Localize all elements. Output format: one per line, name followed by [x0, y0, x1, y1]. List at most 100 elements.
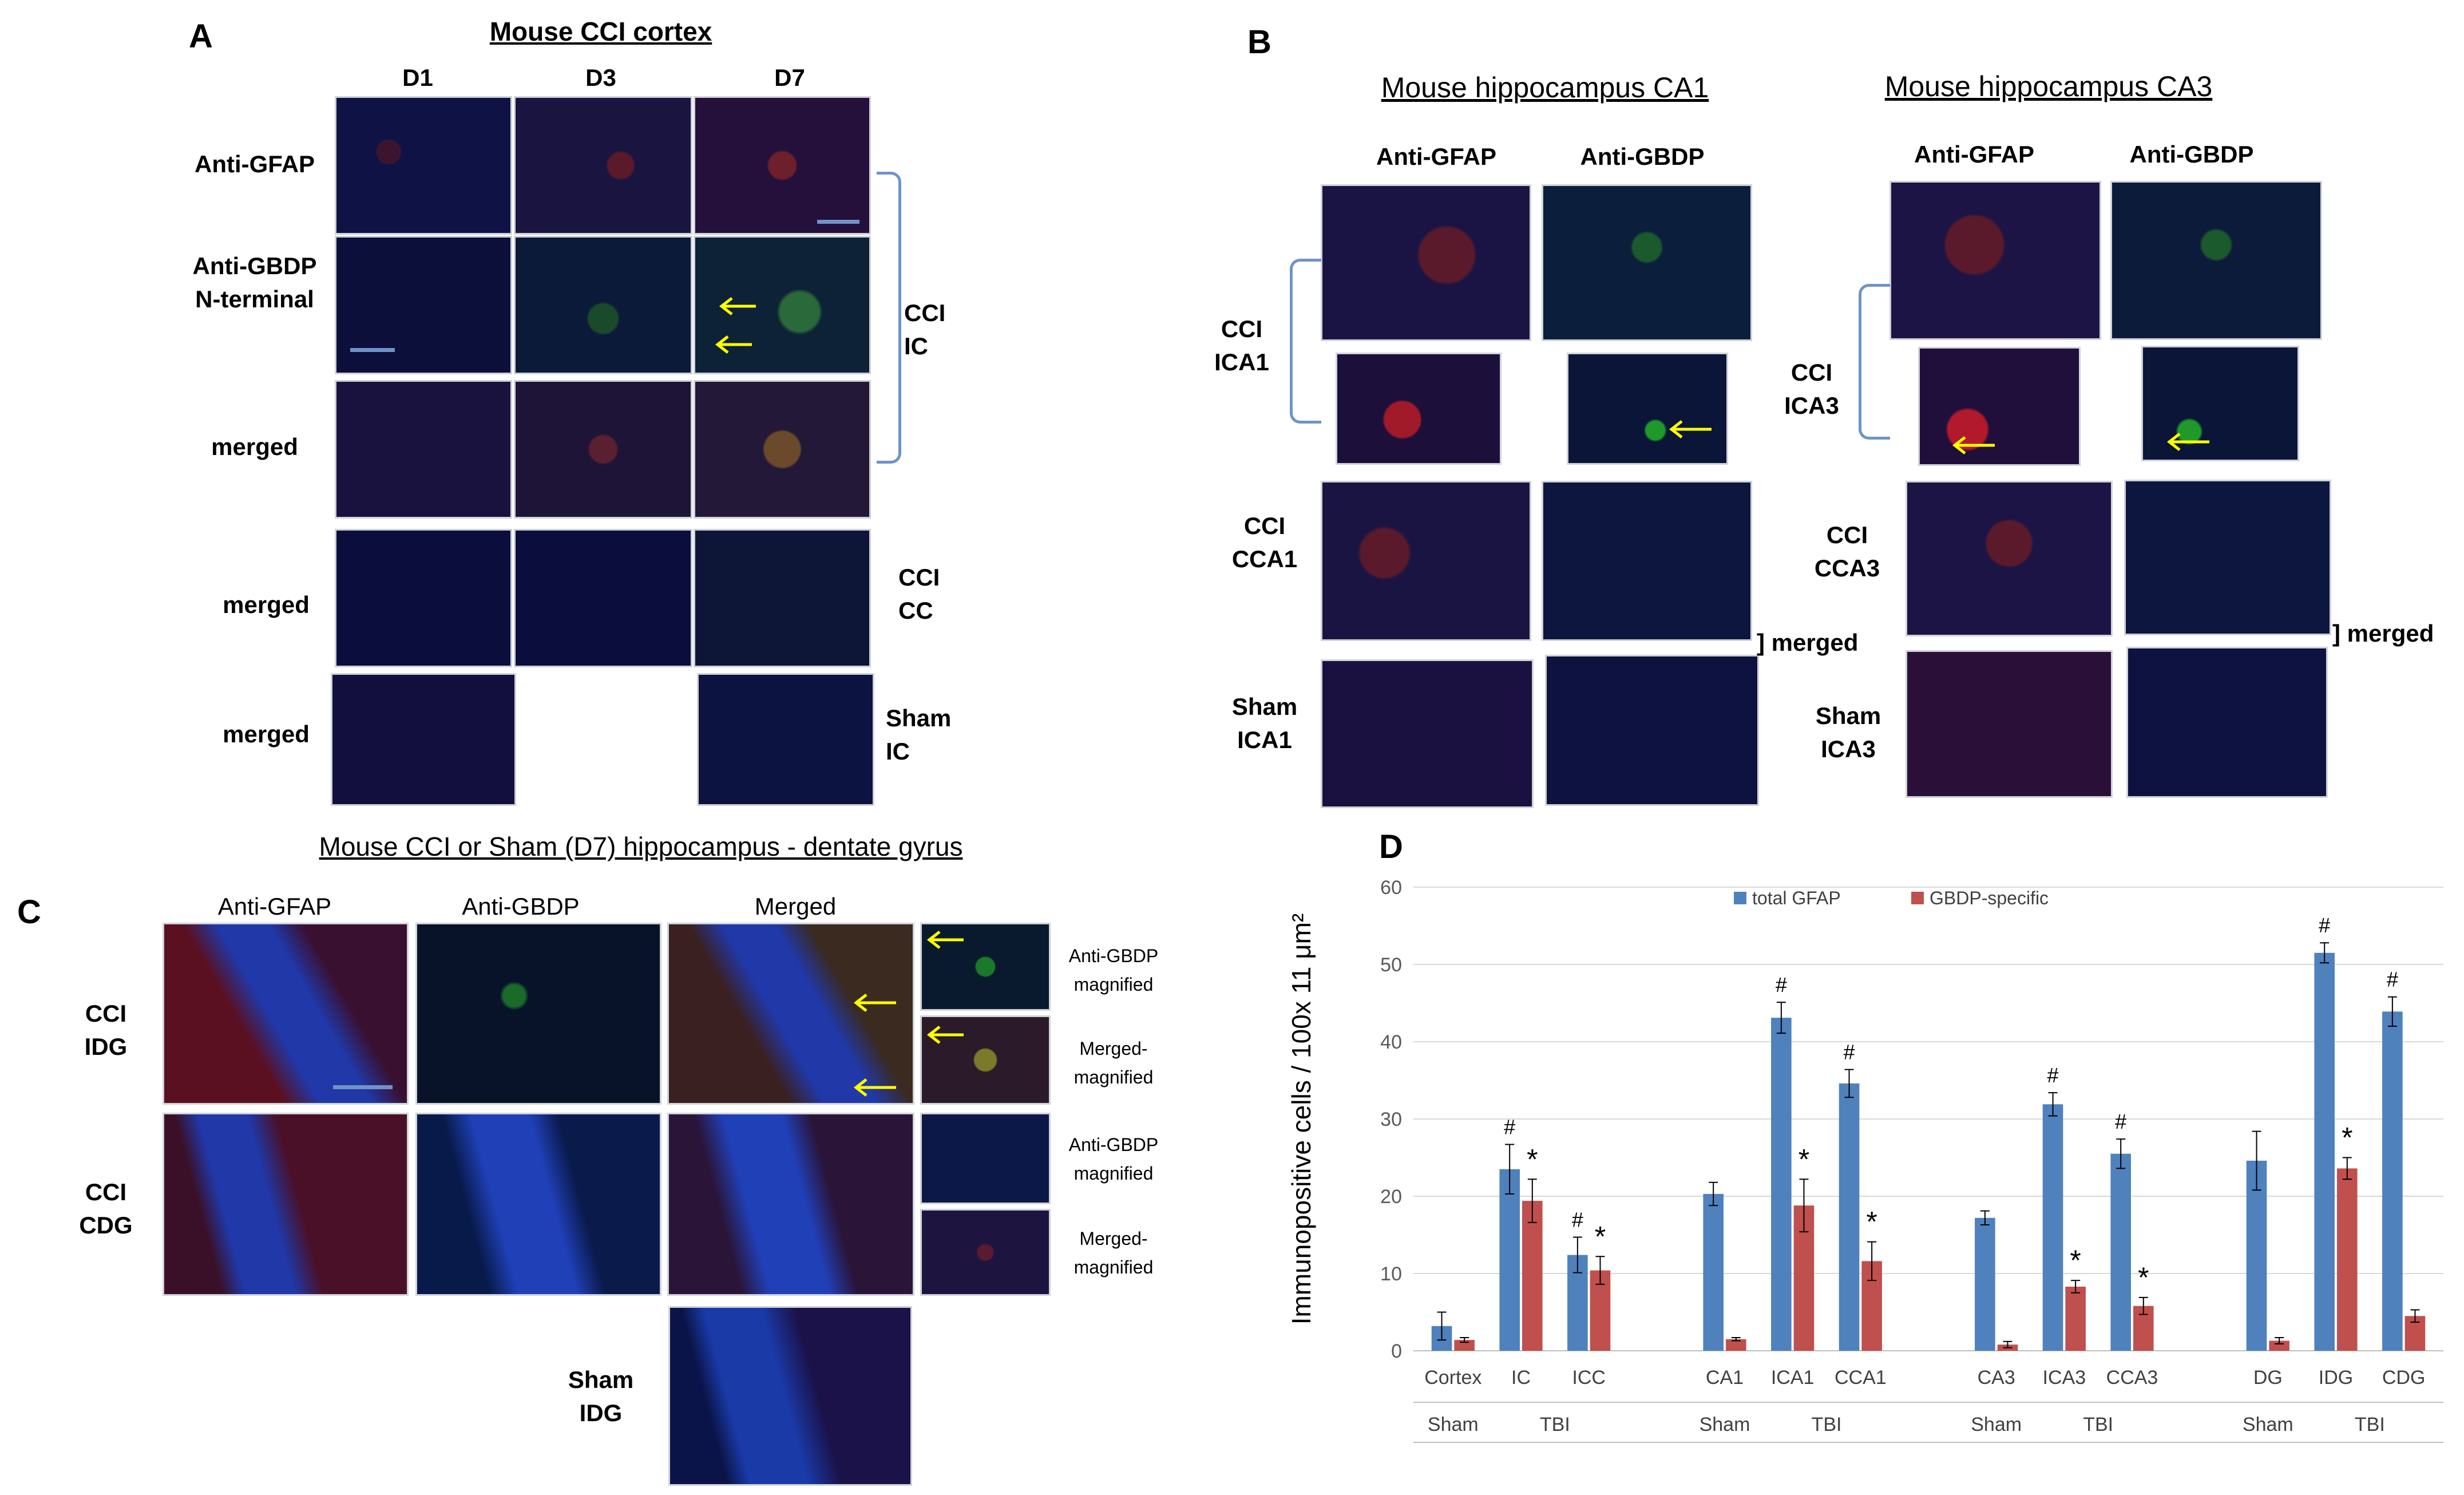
panel-b-col-gfap-ca3: Anti-GFAP	[1914, 141, 2034, 168]
significance-mark: #	[1504, 1116, 1515, 1139]
bar	[2337, 1168, 2358, 1351]
panel-c-scalebar	[333, 1085, 393, 1089]
panel-b-merged-ca1: ] merged	[1757, 629, 1859, 656]
significance-mark: *	[1799, 1143, 1809, 1175]
panel-a-bracket-ic	[877, 172, 901, 464]
panel-b-title-ca3: Mouse hippocampus CA3	[1884, 70, 2213, 102]
y-tick-label: 20	[1380, 1186, 1402, 1208]
panel-b-col-gbdp-ca3: Anti-GBDP	[2129, 141, 2254, 168]
panel-b-bracket-ica1	[1290, 259, 1321, 424]
significance-mark: #	[2115, 1110, 2126, 1133]
panel-c-img-idg-merged-mag	[920, 1015, 1051, 1105]
x-tick-label: IDG	[2319, 1367, 2353, 1389]
significance-mark: *	[1866, 1206, 1877, 1238]
panel-c-col-merged: Merged	[754, 893, 837, 920]
panel-a-img-gfap-d3	[514, 96, 692, 235]
panel-c-img-cdg-merged	[667, 1113, 914, 1296]
panel-c-img-cdg-gbdp-mag	[920, 1113, 1051, 1204]
legend-swatch	[1734, 892, 1746, 904]
panel-c-col-gfap: Anti-GFAP	[217, 893, 332, 920]
bar	[2110, 1153, 2131, 1351]
significance-mark: #	[1776, 973, 1787, 996]
panel-a-img-merged-d7	[694, 380, 871, 519]
panel-c-side-merged-mag-1: Merged- magnified	[1073, 1038, 1154, 1087]
significance-mark: #	[2319, 913, 2330, 937]
panel-a-img-gfap-d7	[694, 96, 871, 235]
panel-b-img-ica1-gfap	[1321, 184, 1531, 341]
y-tick-label: 30	[1380, 1109, 1402, 1130]
panel-c-arrow-mag-1	[926, 931, 964, 949]
panel-b-col-gfap-ca1: Anti-GFAP	[1376, 143, 1496, 170]
x-group-label: TBI	[2083, 1414, 2113, 1435]
x-group-label: Sham	[1971, 1414, 2022, 1435]
significance-mark: *	[1527, 1143, 1538, 1175]
panel-c-letter: C	[17, 893, 41, 931]
panel-d-letter: D	[1379, 828, 1403, 865]
panel-c-col-gbdp: Anti-GBDP	[462, 893, 580, 920]
significance-mark: #	[2047, 1063, 2059, 1087]
bar	[2382, 1011, 2403, 1351]
bar	[2246, 1160, 2267, 1351]
panel-c-row-sham-idg: Sham IDG	[568, 1366, 634, 1426]
panel-b-row-sham-ica1: Sham ICA1	[1231, 693, 1298, 753]
panel-c-row-cci-idg: CCI IDG	[84, 1000, 128, 1060]
panel-b-row-cci-cca1: CCI CCA1	[1231, 512, 1298, 572]
panel-a-img-sham-d1	[331, 673, 516, 806]
panel-b-img-cca3-gbdp	[2124, 480, 2331, 635]
panel-b-img-ica1-gbdp-mag	[1567, 353, 1728, 465]
panel-c-img-idg-gbdp-mag	[920, 923, 1051, 1011]
panel-a-row-merged-2: merged	[223, 591, 310, 618]
panel-a-img-gfap-d1	[335, 96, 512, 235]
x-group-label: TBI	[1812, 1414, 1842, 1435]
panel-b-img-cca1-gfap	[1321, 481, 1531, 641]
legend-label: GBDP-specific	[1930, 888, 2049, 908]
panel-a-group-cci-ic: CCI IC	[904, 299, 946, 359]
panel-b-row-cci-ica1: CCI ICA1	[1214, 315, 1269, 375]
y-tick-label: 0	[1391, 1340, 1402, 1362]
panel-b-img-ica3-gfap	[1889, 181, 2101, 340]
x-group-label: Sham	[1700, 1414, 1750, 1435]
x-tick-label: ICA3	[2043, 1367, 2086, 1389]
bar	[1454, 1340, 1475, 1351]
panel-b-img-ica1-gbdp	[1542, 184, 1752, 341]
legend-swatch	[1911, 892, 1924, 904]
significance-mark: *	[2070, 1244, 2081, 1276]
bar	[1703, 1193, 1724, 1351]
panel-c-img-idg-merged	[667, 923, 914, 1105]
panel-a-group-sham-ic: Sham IC	[886, 705, 952, 765]
panel-b-bracket-ica3	[1859, 284, 1890, 440]
significance-mark: *	[1595, 1220, 1606, 1252]
x-tick-label: Cortex	[1424, 1367, 1481, 1389]
panel-b-img-sham-ica3-gfap	[1906, 650, 2113, 798]
panel-a-arrow-2	[715, 335, 752, 354]
x-group-label: Sham	[1428, 1414, 1479, 1435]
panel-c-row-cci-cdg: CCI CDG	[79, 1178, 133, 1239]
bar	[1726, 1339, 1746, 1351]
panel-b-img-ica3-gbdp-mag	[2141, 346, 2299, 461]
x-group-label: TBI	[1540, 1414, 1570, 1435]
bar	[1975, 1217, 1995, 1351]
bar	[1499, 1169, 1520, 1351]
panel-c-img-cdg-gfap	[163, 1113, 409, 1296]
panel-a-img-merged-d3	[514, 380, 692, 519]
panel-b-img-ica1-gfap-mag	[1336, 353, 1502, 465]
panel-a-col-d7: D7	[774, 64, 805, 91]
panel-a-row-gbdp: Anti-GBDP N-terminal	[192, 252, 317, 313]
panel-a-row-merged-3: merged	[223, 721, 310, 748]
panel-a-img-gbdp-d1	[335, 236, 512, 374]
x-tick-label: ICA1	[1771, 1367, 1815, 1389]
bar	[2269, 1340, 2289, 1351]
bar	[1771, 1018, 1792, 1351]
panel-b-merged-ca3: ] merged	[2332, 620, 2434, 647]
panel-c-arrow-mag-2	[926, 1026, 964, 1044]
y-tick-label: 60	[1380, 877, 1402, 899]
panel-b-row-cci-cca3: CCI CCA3	[1814, 521, 1880, 582]
legend-label: total GFAP	[1752, 888, 1841, 908]
x-tick-label: CDG	[2382, 1367, 2426, 1389]
significance-mark: *	[2342, 1122, 2352, 1154]
x-tick-label: IC	[1511, 1367, 1531, 1389]
panel-b-arrow-ica1	[1669, 420, 1712, 438]
y-tick-label: 10	[1380, 1263, 1402, 1285]
panel-b-img-cca1-gbdp	[1542, 481, 1752, 641]
x-tick-label: CA1	[1706, 1367, 1744, 1389]
